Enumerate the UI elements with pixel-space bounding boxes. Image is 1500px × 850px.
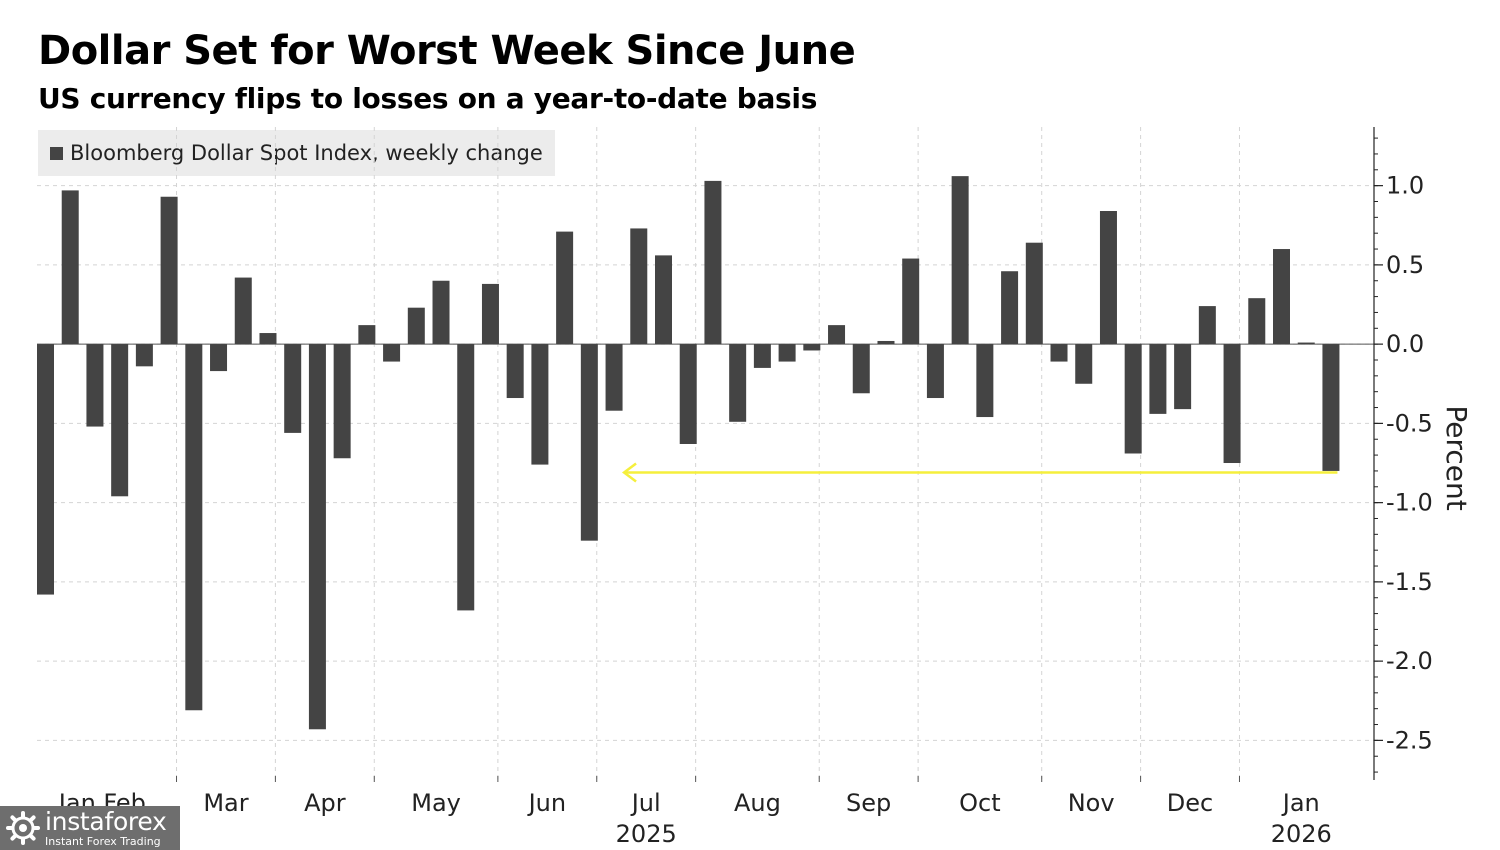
bar	[210, 344, 228, 372]
x-tick-label: May	[411, 789, 461, 817]
chart-title: Dollar Set for Worst Week Since June	[38, 28, 856, 74]
bar	[951, 176, 969, 345]
y-tick-label: 0.5	[1386, 251, 1424, 279]
bar	[457, 344, 475, 611]
bar	[506, 344, 524, 399]
bar	[605, 344, 623, 411]
x-tick-label: Aug	[734, 789, 781, 817]
bar	[852, 344, 870, 394]
y-tick-label: -1.0	[1386, 489, 1433, 517]
bar	[284, 344, 302, 433]
bar	[877, 340, 895, 345]
bar	[135, 344, 153, 367]
y-tick-label: -1.5	[1386, 568, 1433, 596]
x-tick-label: Jan	[1281, 789, 1320, 817]
bar	[61, 190, 79, 345]
bar	[580, 344, 598, 541]
bar	[926, 344, 944, 399]
x-year-label: 2026	[1271, 820, 1332, 848]
x-tick-label: Dec	[1167, 789, 1213, 817]
bar	[1099, 211, 1117, 345]
bar	[556, 231, 574, 345]
chart-subtitle: US currency flips to losses on a year-to…	[38, 82, 818, 115]
bar	[1001, 271, 1019, 345]
bar	[407, 307, 425, 345]
bar	[1050, 344, 1068, 362]
bar	[111, 344, 129, 497]
y-tick-label: -2.5	[1386, 726, 1433, 754]
annotation-arrow-head	[621, 462, 637, 483]
bar	[679, 344, 697, 444]
bar	[1198, 306, 1216, 345]
bar	[383, 344, 401, 362]
bar	[333, 344, 351, 459]
bar	[902, 258, 920, 345]
x-tick-label: Jul	[630, 789, 661, 817]
y-tick-label: 1.0	[1386, 172, 1424, 200]
x-tick-label: Sep	[846, 789, 891, 817]
instaforex-logo-icon	[6, 811, 40, 845]
bar	[1174, 344, 1192, 410]
bar	[308, 344, 326, 730]
x-year-label: 2025	[616, 820, 677, 848]
y-tick-label: -0.5	[1386, 409, 1433, 437]
bar	[37, 344, 54, 595]
bar	[655, 255, 672, 345]
bar	[1322, 344, 1340, 471]
bar	[1297, 342, 1315, 345]
bar	[432, 280, 450, 345]
bar	[803, 344, 821, 351]
legend-label: Bloomberg Dollar Spot Index, weekly chan…	[70, 141, 543, 165]
bar	[630, 228, 648, 345]
bar	[481, 283, 499, 345]
x-tick-label: Apr	[304, 789, 346, 817]
bar	[1223, 344, 1241, 464]
bar	[976, 344, 994, 418]
bar	[358, 325, 376, 345]
bar	[1149, 344, 1167, 414]
bar	[1124, 344, 1142, 454]
bar	[160, 196, 178, 345]
bar	[753, 344, 771, 368]
bar	[1025, 242, 1043, 345]
x-tick-label: Mar	[203, 789, 248, 817]
chart-legend: Bloomberg Dollar Spot Index, weekly chan…	[38, 130, 555, 176]
bar	[828, 325, 846, 345]
logo-name: instaforex	[45, 807, 167, 836]
bar	[531, 344, 549, 465]
instaforex-logo: instaforex Instant Forex Trading	[0, 806, 180, 850]
logo-tagline: Instant Forex Trading	[45, 835, 161, 848]
x-tick-label: Nov	[1068, 789, 1115, 817]
bar	[86, 344, 104, 427]
y-tick-label: 0.0	[1386, 330, 1424, 358]
legend-swatch	[50, 146, 63, 160]
y-tick-label: -2.0	[1386, 647, 1433, 675]
x-tick-label: Oct	[959, 789, 1001, 817]
y-axis-title: Percent	[1440, 405, 1473, 510]
bar	[1248, 298, 1266, 345]
bar	[778, 344, 796, 362]
x-tick-label: Jun	[527, 789, 567, 817]
bar	[729, 344, 747, 422]
bar	[259, 333, 277, 345]
bar	[704, 180, 722, 345]
bar	[234, 277, 252, 345]
bar	[185, 344, 203, 711]
bar	[1273, 249, 1290, 345]
bar	[1075, 344, 1093, 384]
